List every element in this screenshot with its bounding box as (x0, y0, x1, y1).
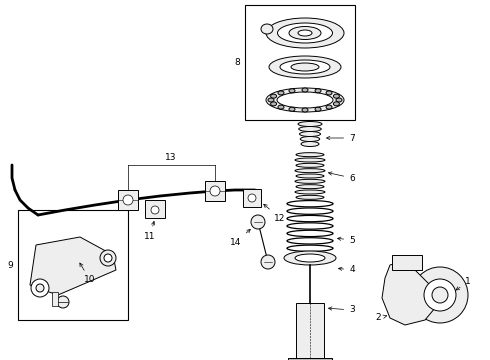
Circle shape (251, 215, 265, 229)
Text: 7: 7 (326, 134, 355, 143)
Ellipse shape (336, 98, 342, 102)
Polygon shape (382, 262, 435, 325)
Ellipse shape (299, 131, 320, 136)
Ellipse shape (326, 105, 332, 109)
Ellipse shape (266, 18, 344, 48)
Circle shape (261, 255, 275, 269)
Ellipse shape (302, 108, 308, 112)
Ellipse shape (333, 102, 340, 106)
Ellipse shape (278, 105, 284, 109)
Ellipse shape (333, 94, 340, 98)
Text: 11: 11 (144, 221, 156, 240)
Bar (52, 292, 58, 306)
Ellipse shape (295, 158, 325, 162)
Ellipse shape (326, 91, 332, 95)
Text: 6: 6 (328, 172, 355, 183)
Ellipse shape (289, 89, 295, 93)
Circle shape (123, 195, 133, 205)
Text: 2: 2 (375, 314, 387, 323)
Text: 9: 9 (7, 261, 13, 270)
Ellipse shape (299, 126, 321, 131)
Ellipse shape (296, 185, 324, 189)
Circle shape (248, 194, 256, 202)
Text: 4: 4 (339, 266, 355, 274)
Text: 13: 13 (165, 153, 177, 162)
Bar (288, 358, 332, 360)
Ellipse shape (277, 92, 333, 108)
Ellipse shape (284, 251, 336, 265)
Bar (243, 189, 261, 207)
Text: 12: 12 (264, 204, 286, 222)
Ellipse shape (278, 91, 284, 95)
Polygon shape (30, 237, 116, 295)
Ellipse shape (289, 107, 295, 111)
Circle shape (412, 267, 468, 323)
Ellipse shape (298, 30, 312, 36)
Ellipse shape (315, 89, 321, 93)
Ellipse shape (291, 63, 319, 71)
Circle shape (57, 296, 69, 308)
Ellipse shape (296, 195, 324, 199)
Circle shape (432, 287, 448, 303)
Bar (205, 181, 225, 201)
Ellipse shape (300, 136, 320, 141)
Ellipse shape (270, 102, 276, 106)
Ellipse shape (302, 88, 308, 92)
Bar (392, 255, 422, 270)
Circle shape (424, 279, 456, 311)
Ellipse shape (269, 56, 341, 78)
Ellipse shape (261, 24, 273, 34)
Ellipse shape (295, 179, 325, 183)
Ellipse shape (280, 60, 330, 74)
Text: 10: 10 (80, 263, 96, 284)
Ellipse shape (266, 88, 344, 112)
Text: 8: 8 (234, 58, 240, 67)
Ellipse shape (298, 122, 322, 126)
Ellipse shape (315, 107, 321, 111)
Circle shape (31, 279, 49, 297)
Ellipse shape (301, 141, 319, 147)
Ellipse shape (295, 169, 325, 173)
Ellipse shape (268, 98, 274, 102)
Ellipse shape (270, 94, 276, 98)
Text: 14: 14 (230, 229, 250, 247)
Ellipse shape (277, 23, 333, 43)
Bar (145, 200, 165, 218)
Text: 5: 5 (338, 235, 355, 244)
Circle shape (104, 254, 112, 262)
Circle shape (100, 250, 116, 266)
Circle shape (210, 186, 220, 196)
Circle shape (36, 284, 44, 292)
Ellipse shape (296, 174, 324, 178)
Ellipse shape (295, 190, 325, 194)
Text: 3: 3 (329, 306, 355, 315)
Circle shape (151, 206, 159, 214)
Bar (296, 303, 324, 358)
Bar (118, 190, 138, 210)
Bar (245, 5, 355, 120)
Ellipse shape (296, 153, 324, 157)
Text: 1: 1 (456, 278, 471, 290)
Bar (18, 210, 128, 320)
Ellipse shape (289, 27, 321, 40)
Ellipse shape (295, 254, 325, 262)
Ellipse shape (296, 163, 324, 167)
